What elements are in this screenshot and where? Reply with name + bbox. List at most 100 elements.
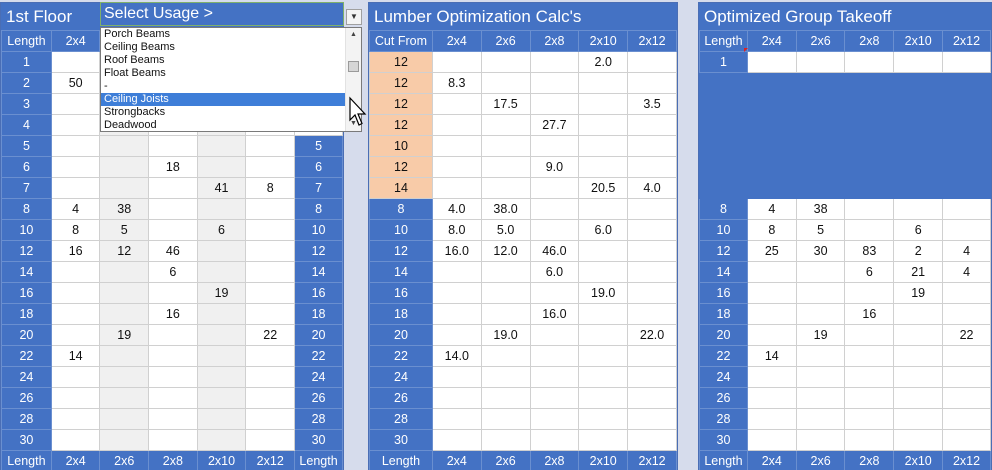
scroll-thumb[interactable]: [348, 61, 359, 72]
quantity-cell[interactable]: [148, 429, 198, 451]
quantity-cell[interactable]: [50, 51, 101, 73]
quantity-cell[interactable]: [245, 303, 296, 325]
quantity-cell[interactable]: [196, 261, 247, 283]
quantity-cell[interactable]: 4: [50, 198, 101, 220]
quantity-cell[interactable]: [245, 261, 296, 283]
quantity-cell[interactable]: [148, 198, 198, 220]
quantity-cell[interactable]: 19: [99, 324, 150, 346]
quantity-cell[interactable]: [148, 135, 198, 157]
quantity-cell[interactable]: [99, 177, 150, 199]
quantity-cell[interactable]: [196, 387, 247, 409]
quantity-cell[interactable]: 38: [99, 198, 150, 220]
scroll-up-icon[interactable]: ▲: [350, 31, 357, 38]
quantity-cell[interactable]: 46: [148, 240, 198, 262]
quantity-cell[interactable]: 8: [245, 177, 296, 199]
dropdown-arrow-icon[interactable]: ▼: [346, 9, 362, 25]
quantity-cell[interactable]: 8: [50, 219, 101, 241]
quantity-cell[interactable]: [50, 93, 101, 115]
quantity-cell[interactable]: [50, 429, 101, 451]
quantity-cell[interactable]: [99, 345, 150, 367]
quantity-cell[interactable]: [50, 366, 101, 388]
usage-option[interactable]: Float Beams: [104, 67, 166, 79]
quantity-cell[interactable]: [99, 282, 150, 304]
usage-option[interactable]: Ceiling Beams: [104, 41, 175, 53]
quantity-cell[interactable]: [50, 387, 101, 409]
quantity-cell[interactable]: 16: [50, 240, 101, 262]
quantity-cell[interactable]: 19: [196, 282, 247, 304]
quantity-cell[interactable]: [50, 156, 101, 178]
usage-option[interactable]: Porch Beams: [104, 28, 171, 40]
quantity-cell[interactable]: [99, 387, 150, 409]
quantity-cell[interactable]: [99, 261, 150, 283]
quantity-cell[interactable]: 14: [50, 345, 101, 367]
quantity-cell[interactable]: [245, 240, 296, 262]
calc-cell: [480, 366, 531, 388]
takeoff-cell: [795, 345, 846, 367]
quantity-cell[interactable]: [196, 135, 247, 157]
quantity-cell[interactable]: [148, 324, 198, 346]
quantity-cell[interactable]: [245, 429, 296, 451]
quantity-cell[interactable]: [196, 198, 247, 220]
quantity-cell[interactable]: [148, 387, 198, 409]
quantity-cell[interactable]: [196, 366, 247, 388]
quantity-cell[interactable]: [99, 408, 150, 430]
quantity-cell[interactable]: [50, 135, 101, 157]
usage-option[interactable]: -: [104, 80, 108, 92]
quantity-cell[interactable]: [245, 219, 296, 241]
quantity-cell[interactable]: [148, 219, 198, 241]
quantity-cell[interactable]: [50, 324, 101, 346]
quantity-cell[interactable]: [196, 303, 247, 325]
quantity-cell[interactable]: [99, 135, 150, 157]
takeoff-cell: [942, 366, 991, 388]
quantity-cell[interactable]: [196, 408, 247, 430]
quantity-cell[interactable]: 41: [196, 177, 247, 199]
quantity-cell[interactable]: [148, 408, 198, 430]
quantity-cell[interactable]: [99, 429, 150, 451]
table-row: 12 27.7: [369, 114, 677, 136]
quantity-cell[interactable]: [245, 156, 296, 178]
quantity-cell[interactable]: [196, 324, 247, 346]
quantity-cell[interactable]: 16: [148, 303, 198, 325]
quantity-cell[interactable]: [148, 366, 198, 388]
usage-select[interactable]: Select Usage >: [100, 2, 344, 26]
quantity-cell[interactable]: 6: [196, 219, 247, 241]
quantity-cell[interactable]: [50, 282, 101, 304]
quantity-cell[interactable]: [245, 135, 296, 157]
usage-option[interactable]: Strongbacks: [104, 106, 166, 118]
quantity-cell[interactable]: [245, 345, 296, 367]
quantity-cell[interactable]: [148, 177, 198, 199]
quantity-cell[interactable]: [50, 408, 101, 430]
quantity-cell[interactable]: [50, 177, 101, 199]
quantity-cell[interactable]: [196, 156, 247, 178]
quantity-cell[interactable]: [245, 282, 296, 304]
scroll-down-icon[interactable]: ▼: [350, 120, 357, 127]
quantity-cell[interactable]: [196, 429, 247, 451]
table-row: 18 16 18: [1, 303, 343, 325]
quantity-cell[interactable]: [99, 366, 150, 388]
quantity-cell[interactable]: [99, 156, 150, 178]
quantity-cell[interactable]: [99, 303, 150, 325]
quantity-cell[interactable]: [196, 345, 247, 367]
quantity-cell[interactable]: 12: [99, 240, 150, 262]
column-footer: 2x12: [245, 450, 296, 470]
quantity-cell[interactable]: 5: [99, 219, 150, 241]
quantity-cell[interactable]: 50: [50, 72, 101, 94]
quantity-cell[interactable]: [245, 198, 296, 220]
quantity-cell[interactable]: [245, 387, 296, 409]
usage-option[interactable]: Deadwood: [104, 119, 157, 131]
quantity-cell[interactable]: 6: [148, 261, 198, 283]
usage-option[interactable]: Ceiling Joists: [101, 93, 346, 106]
usage-option[interactable]: Roof Beams: [104, 54, 165, 66]
quantity-cell[interactable]: [148, 282, 198, 304]
blank-cell: [893, 156, 944, 178]
quantity-cell[interactable]: [50, 261, 101, 283]
quantity-cell[interactable]: [148, 345, 198, 367]
quantity-cell[interactable]: [196, 240, 247, 262]
quantity-cell[interactable]: [50, 303, 101, 325]
quantity-cell[interactable]: [50, 114, 101, 136]
usage-options-list[interactable]: Porch Beams Ceiling Beams Roof Beams Float …: [100, 27, 362, 132]
quantity-cell[interactable]: 22: [245, 324, 296, 346]
quantity-cell[interactable]: 18: [148, 156, 198, 178]
quantity-cell[interactable]: [245, 408, 296, 430]
quantity-cell[interactable]: [245, 366, 296, 388]
